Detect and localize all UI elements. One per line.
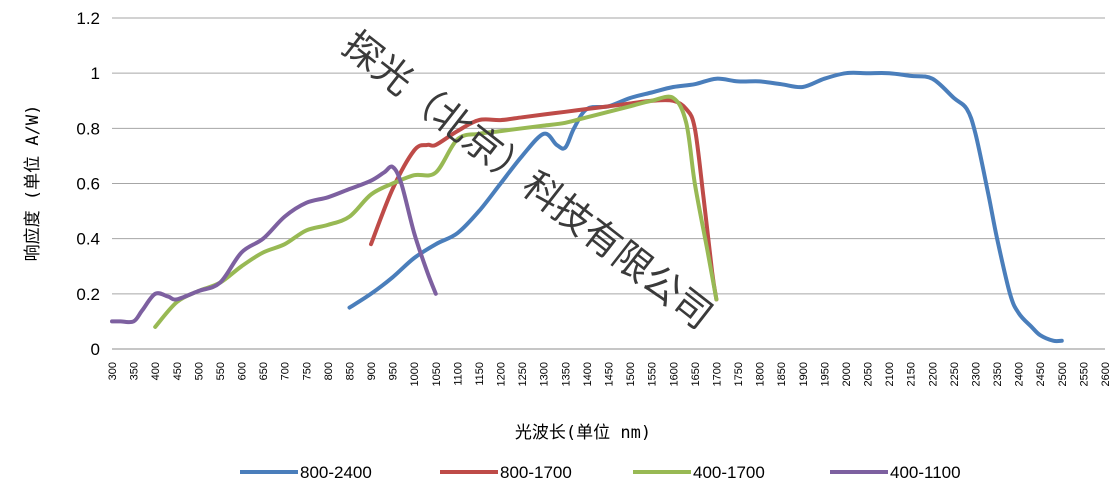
legend-label: 800-1700 [500,463,572,482]
x-axis-title: 光波长(单位 nm) [515,423,651,443]
x-tick-label: 2100 [884,362,896,386]
x-tick-label: 900 [366,362,378,380]
x-tick-label: 1400 [582,362,594,386]
y-tick-label: 0.2 [76,285,100,304]
x-tick-label: 1100 [452,362,464,386]
x-tick-label: 2300 [970,362,982,386]
x-tick-label: 1250 [517,362,529,386]
x-tick-label: 850 [344,362,356,380]
y-tick-label: 0 [91,340,100,359]
x-tick-label: 700 [280,362,292,380]
x-tick-label: 1750 [733,362,745,386]
grid-lines [112,17,1105,350]
y-tick-label: 0.6 [76,175,100,194]
y-tick-label: 0.4 [76,230,100,249]
x-tick-label: 1150 [474,362,486,386]
series-line-800-1700 [369,98,719,302]
x-tick-label: 750 [301,362,313,380]
x-tick-label: 1000 [409,362,421,386]
x-tick-label: 450 [172,362,184,380]
legend-label: 400-1700 [693,463,765,482]
watermark-text: 探光（北京）科技有限公司 [334,22,720,337]
x-tick-label: 1850 [776,362,788,386]
legend-label: 800-2400 [300,463,372,482]
legend-label: 400-1100 [890,463,961,482]
x-tick-label: 650 [258,362,270,380]
x-tick-label: 1050 [431,362,443,386]
x-tick-label: 800 [323,362,335,380]
x-tick-label: 1550 [647,362,659,386]
x-tick-label: 2500 [1057,362,1069,386]
x-tick-label: 1650 [690,362,702,386]
x-tick-label: 2550 [1078,362,1090,386]
x-tick-label: 2450 [1035,362,1047,386]
x-tick-label: 300 [107,362,119,380]
x-tick-label: 2250 [949,362,961,386]
y-tick-labels: 0 0.2 0.4 0.6 0.8 1 1.2 [76,9,100,359]
x-tick-label: 1700 [711,362,723,386]
x-tick-label: 550 [215,362,227,380]
x-tick-label: 1500 [625,362,637,386]
x-tick-label: 1800 [755,362,767,386]
x-tick-label: 1350 [560,362,572,386]
x-tick-label: 2350 [992,362,1004,386]
series-line-800-2400 [347,70,1064,344]
x-tick-label: 2000 [841,362,853,386]
x-tick-label: 350 [129,362,141,380]
x-tick-label: 500 [193,362,205,380]
x-tick-label: 2400 [1014,362,1026,386]
y-tick-label: 0.8 [76,119,100,138]
x-tick-label: 1600 [668,362,680,386]
x-tick-label: 600 [237,362,249,380]
series-line-400-1100 [110,164,438,325]
x-tick-label: 1900 [798,362,810,386]
x-tick-label: 2150 [906,362,918,386]
x-tick-labels: 300 350 400 450 500 550 600 650 700 750 800 850 900 9… [107,362,1110,386]
x-tick-label: 1300 [539,362,551,386]
x-tick-label: 1200 [496,362,508,386]
legend: 800-2400 800-1700 400-1700 400-1100 [240,463,961,482]
y-tick-label: 1 [91,64,100,83]
series-line-400-1700 [153,94,719,329]
x-tick-label: 2200 [927,362,939,386]
x-tick-label: 950 [388,362,400,380]
x-tick-label: 2600 [1100,362,1110,386]
x-tick-label: 400 [150,362,162,380]
y-axis-title: 响应度 (单位 A/W) [23,105,43,262]
x-tick-label: 1950 [819,362,831,386]
series-layer [110,70,1064,344]
y-tick-label: 1.2 [76,9,100,28]
x-tick-label: 2050 [863,362,875,386]
x-tick-label: 1450 [604,362,616,386]
